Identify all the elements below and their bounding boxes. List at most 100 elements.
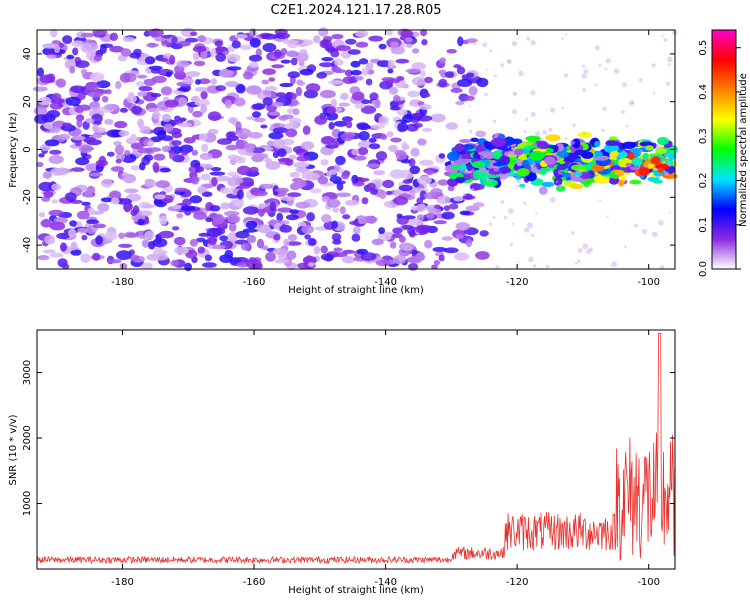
heatmap-cell bbox=[81, 234, 88, 241]
heatmap-cell bbox=[92, 124, 99, 133]
heatmap-cell bbox=[249, 37, 261, 48]
heatmap-cell bbox=[154, 194, 166, 200]
heatmap-cell bbox=[235, 121, 242, 132]
heatmap-cell bbox=[287, 192, 302, 198]
heatmap-cell bbox=[463, 95, 475, 101]
heatmap-cell bbox=[289, 171, 300, 178]
heatmap-cell bbox=[460, 163, 466, 171]
heatmap-cell bbox=[598, 63, 602, 67]
heatmap-cell bbox=[235, 84, 246, 94]
heatmap-cell bbox=[530, 90, 536, 96]
heatmap-cell bbox=[215, 175, 231, 182]
heatmap-cell bbox=[153, 153, 166, 161]
heatmap-cell bbox=[582, 243, 589, 250]
heatmap-cell bbox=[332, 239, 342, 245]
heatmap-cell bbox=[113, 141, 122, 146]
heatmap-cell bbox=[366, 182, 376, 191]
heatmap-cell bbox=[454, 143, 465, 153]
heatmap-cell bbox=[453, 195, 464, 202]
heatmap-cell bbox=[652, 231, 658, 238]
heatmap-cell bbox=[542, 129, 548, 135]
heatmap-cell bbox=[466, 72, 475, 78]
heatmap-cell bbox=[582, 64, 585, 68]
heatmap-cell bbox=[115, 158, 122, 164]
heatmap-cell bbox=[622, 141, 636, 149]
heatmap-cell bbox=[386, 131, 394, 138]
heatmap-cell bbox=[274, 32, 290, 39]
heatmap-cell bbox=[375, 259, 392, 267]
heatmap-cell bbox=[667, 62, 671, 66]
heatmap-cell bbox=[255, 48, 262, 57]
heatmap-cell bbox=[32, 86, 48, 92]
heatmap-cell bbox=[69, 220, 77, 227]
heatmap-cell bbox=[439, 57, 447, 64]
heatmap-cell bbox=[356, 122, 369, 129]
heatmap-cell bbox=[622, 82, 627, 88]
heatmap-cell bbox=[185, 71, 201, 77]
heatmap-cell bbox=[84, 136, 96, 143]
heatmap-cell bbox=[561, 106, 564, 110]
y-tick-label: 20 bbox=[22, 95, 33, 108]
heatmap-cell bbox=[42, 171, 52, 179]
x-tick-label: -120 bbox=[506, 277, 529, 288]
heatmap-cell bbox=[517, 261, 520, 264]
heatmap-cell bbox=[647, 163, 654, 169]
heatmap-cell bbox=[38, 153, 45, 158]
heatmap-cell bbox=[328, 121, 335, 130]
heatmap-cell bbox=[217, 138, 232, 145]
heatmap-cell bbox=[509, 243, 514, 247]
heatmap-cell bbox=[168, 150, 176, 160]
heatmap-cell bbox=[555, 180, 559, 184]
heatmap-cell bbox=[645, 145, 654, 151]
snr-panel: -180 -160 -140 -120 -100 1000 2000 3000 Height… bbox=[8, 329, 676, 596]
heatmap-cell bbox=[101, 95, 109, 103]
heatmap-cell bbox=[401, 224, 414, 230]
heatmap-cell bbox=[489, 222, 493, 226]
heatmap-cell bbox=[242, 228, 258, 233]
heatmap-cell bbox=[588, 247, 594, 252]
heatmap-cell bbox=[320, 253, 335, 261]
heatmap-cell bbox=[227, 232, 239, 242]
heatmap-cell bbox=[407, 255, 423, 264]
heatmap-cell bbox=[536, 141, 550, 150]
heatmap-y-ticks: -40 -20 0 20 40 bbox=[22, 48, 675, 253]
heatmap-cell bbox=[342, 249, 355, 254]
heatmap-cell bbox=[656, 137, 669, 145]
heatmap-cell bbox=[400, 244, 413, 252]
heatmap-cell bbox=[106, 129, 122, 138]
heatmap-cell bbox=[253, 153, 269, 160]
heatmap-cell bbox=[329, 169, 338, 175]
heatmap-cell bbox=[118, 130, 130, 137]
heatmap-cell bbox=[279, 82, 294, 88]
heatmap-cell bbox=[234, 34, 248, 39]
heatmap-cell bbox=[352, 226, 361, 235]
heatmap-cell bbox=[603, 143, 620, 154]
heatmap-cell bbox=[163, 123, 174, 132]
heatmap-cell bbox=[528, 256, 534, 263]
heatmap-cell bbox=[37, 255, 50, 261]
heatmap-cell bbox=[668, 211, 671, 214]
heatmap-cell bbox=[283, 238, 290, 247]
heatmap-cell bbox=[387, 68, 394, 74]
heatmap-cell bbox=[583, 132, 586, 135]
heatmap-cell bbox=[184, 262, 193, 272]
heatmap-cell bbox=[514, 157, 517, 161]
heatmap-cell bbox=[228, 222, 237, 232]
heatmap-cell bbox=[144, 230, 155, 240]
heatmap-cell bbox=[438, 69, 447, 76]
heatmap-cell bbox=[573, 171, 583, 177]
heatmap-cell bbox=[245, 220, 258, 229]
heatmap-cell bbox=[51, 183, 61, 191]
heatmap-cell bbox=[443, 247, 459, 254]
heatmap-cell bbox=[220, 202, 231, 210]
heatmap-cell bbox=[425, 169, 434, 176]
colorbar-tick-label: 0.1 bbox=[698, 217, 709, 233]
heatmap-cell bbox=[194, 87, 208, 92]
heatmap-cell bbox=[219, 235, 229, 242]
heatmap-cell bbox=[375, 151, 388, 161]
heatmap-cell bbox=[304, 234, 311, 240]
heatmap-cell bbox=[215, 53, 227, 62]
heatmap-cell bbox=[241, 242, 250, 251]
heatmap-cell bbox=[432, 246, 447, 253]
heatmap-cell bbox=[114, 120, 128, 129]
